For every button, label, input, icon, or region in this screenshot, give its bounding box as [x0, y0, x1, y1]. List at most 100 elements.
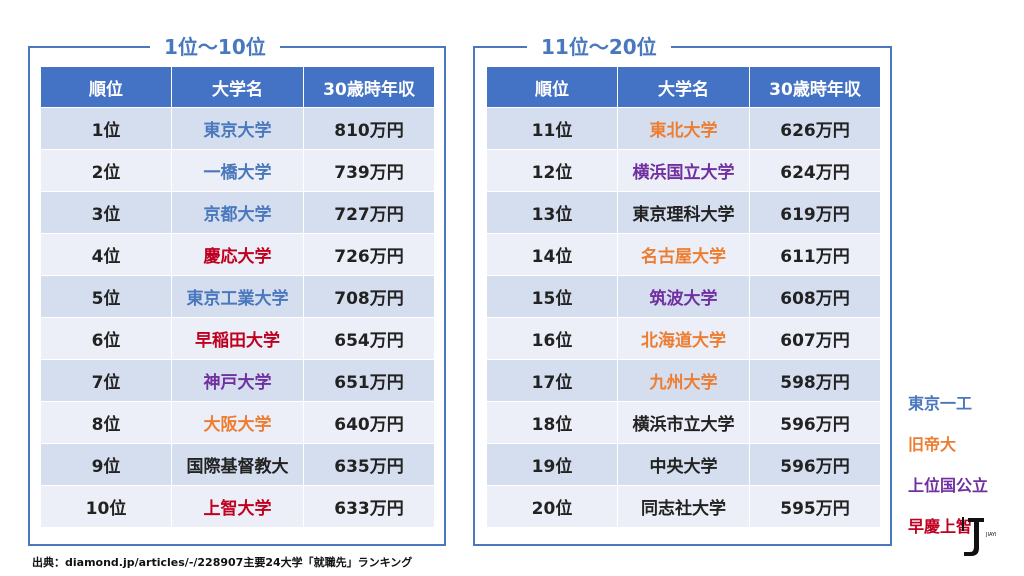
salary-cell: 633万円 — [304, 486, 435, 528]
header-university: 大学名 — [618, 67, 750, 108]
university-name-cell: 横浜市立大学 — [618, 402, 750, 444]
university-name-cell: 九州大学 — [618, 360, 750, 402]
university-name-cell: 東北大学 — [618, 108, 750, 150]
color-legend: 東京一工 旧帝大 上位国公立 早慶上智 — [908, 392, 988, 556]
table-row: 3位 京都大学 727万円 — [41, 192, 435, 234]
table-row: 12位 横浜国立大学 624万円 — [487, 150, 881, 192]
university-name-cell: 慶応大学 — [172, 234, 304, 276]
source-citation: 出典：diamond.jp/articles/-/228907主要24大学「就職… — [32, 556, 413, 569]
table-row: 11位 東北大学 626万円 — [487, 108, 881, 150]
rank-cell: 11位 — [487, 108, 618, 150]
university-name-cell: 早稲田大学 — [172, 318, 304, 360]
rank-cell: 16位 — [487, 318, 618, 360]
table-row: 19位 中央大学 596万円 — [487, 444, 881, 486]
salary-cell: 608万円 — [750, 276, 881, 318]
table-row: 17位 九州大学 598万円 — [487, 360, 881, 402]
rank-cell: 17位 — [487, 360, 618, 402]
university-name-cell: 国際基督教大 — [172, 444, 304, 486]
university-name-cell: 東京工業大学 — [172, 276, 304, 318]
rank-cell: 18位 — [487, 402, 618, 444]
rank-cell: 14位 — [487, 234, 618, 276]
table-row: 10位 上智大学 633万円 — [41, 486, 435, 528]
header-salary: 30歳時年収 — [304, 67, 435, 108]
ranking-body: 1位 東京大学 810万円 2位 一橋大学 739万円 3位 京都大学 727万円 4位 慶応大学 7… — [41, 108, 435, 528]
rank-cell: 13位 — [487, 192, 618, 234]
rank-cell: 15位 — [487, 276, 618, 318]
ranking-panel-11-20: 11位〜20位 順位 大学名 30歳時年収 11位 東北大学 626万円 12位 横浜国… — [473, 34, 892, 546]
rank-cell: 4位 — [41, 234, 172, 276]
ranking-table-11-20: 順位 大学名 30歳時年収 11位 東北大学 626万円 12位 横浜国立大学 624万円… — [487, 67, 881, 528]
university-name-cell: 名古屋大学 — [618, 234, 750, 276]
table-row: 13位 東京理科大学 619万円 — [487, 192, 881, 234]
rank-cell: 10位 — [41, 486, 172, 528]
header-rank: 順位 — [487, 67, 618, 108]
salary-cell: 598万円 — [750, 360, 881, 402]
salary-cell: 739万円 — [304, 150, 435, 192]
salary-cell: 640万円 — [304, 402, 435, 444]
table-row: 14位 名古屋大学 611万円 — [487, 234, 881, 276]
rank-cell: 8位 — [41, 402, 172, 444]
table-row: 5位 東京工業大学 708万円 — [41, 276, 435, 318]
salary-cell: 626万円 — [750, 108, 881, 150]
university-name-cell: 北海道大学 — [618, 318, 750, 360]
svg-text:JIAYI: JIAYI — [985, 532, 996, 538]
ranking-body: 11位 東北大学 626万円 12位 横浜国立大学 624万円 13位 東京理科大学 619万円… — [487, 108, 881, 528]
university-name-cell: 一橋大学 — [172, 150, 304, 192]
salary-cell: 611万円 — [750, 234, 881, 276]
table-row: 2位 一橋大学 739万円 — [41, 150, 435, 192]
salary-cell: 810万円 — [304, 108, 435, 150]
rank-cell: 12位 — [487, 150, 618, 192]
table-row: 7位 神戸大学 651万円 — [41, 360, 435, 402]
university-name-cell: 神戸大学 — [172, 360, 304, 402]
header-salary: 30歳時年収 — [750, 67, 881, 108]
jiayi-logo-icon: JIAYI — [962, 517, 996, 556]
rank-cell: 1位 — [41, 108, 172, 150]
salary-cell: 635万円 — [304, 444, 435, 486]
salary-cell: 595万円 — [750, 486, 881, 528]
salary-cell: 624万円 — [750, 150, 881, 192]
legend-item: 上位国公立 — [908, 476, 989, 495]
table-row: 20位 同志社大学 595万円 — [487, 486, 881, 528]
university-name-cell: 筑波大学 — [618, 276, 750, 318]
rank-cell: 19位 — [487, 444, 618, 486]
rank-cell: 7位 — [41, 360, 172, 402]
ranking-panel-1-10: 1位〜10位 順位 大学名 30歳時年収 1位 東京大学 810万円 2位 一橋大学 73… — [28, 34, 446, 546]
rank-cell: 20位 — [487, 486, 618, 528]
ranking-table-1-10: 順位 大学名 30歳時年収 1位 東京大学 810万円 2位 一橋大学 739万円 3位 京都… — [41, 67, 435, 528]
table-row: 15位 筑波大学 608万円 — [487, 276, 881, 318]
rank-cell: 3位 — [41, 192, 172, 234]
table-row: 4位 慶応大学 726万円 — [41, 234, 435, 276]
legend-item: 東京一工 — [908, 394, 973, 413]
university-name-cell: 中央大学 — [618, 444, 750, 486]
table-row: 1位 東京大学 810万円 — [41, 108, 435, 150]
rank-cell: 2位 — [41, 150, 172, 192]
panel-title: 1位〜10位 — [150, 34, 280, 60]
university-name-cell: 上智大学 — [172, 486, 304, 528]
rank-cell: 9位 — [41, 444, 172, 486]
panel-title: 11位〜20位 — [527, 34, 671, 60]
table-row: 6位 早稲田大学 654万円 — [41, 318, 435, 360]
salary-cell: 708万円 — [304, 276, 435, 318]
university-name-cell: 東京大学 — [172, 108, 304, 150]
university-name-cell: 横浜国立大学 — [618, 150, 750, 192]
university-name-cell: 京都大学 — [172, 192, 304, 234]
rank-cell: 5位 — [41, 276, 172, 318]
header-rank: 順位 — [41, 67, 172, 108]
table-row: 18位 横浜市立大学 596万円 — [487, 402, 881, 444]
salary-cell: 596万円 — [750, 444, 881, 486]
salary-cell: 654万円 — [304, 318, 435, 360]
header-university: 大学名 — [172, 67, 304, 108]
salary-cell: 651万円 — [304, 360, 435, 402]
salary-cell: 726万円 — [304, 234, 435, 276]
table-row: 16位 北海道大学 607万円 — [487, 318, 881, 360]
university-name-cell: 同志社大学 — [618, 486, 750, 528]
rank-cell: 6位 — [41, 318, 172, 360]
university-name-cell: 大阪大学 — [172, 402, 304, 444]
salary-cell: 596万円 — [750, 402, 881, 444]
salary-cell: 607万円 — [750, 318, 881, 360]
salary-cell: 619万円 — [750, 192, 881, 234]
legend-item: 早慶上智 — [908, 517, 973, 536]
table-row: 8位 大阪大学 640万円 — [41, 402, 435, 444]
table-row: 9位 国際基督教大 635万円 — [41, 444, 435, 486]
salary-cell: 727万円 — [304, 192, 435, 234]
